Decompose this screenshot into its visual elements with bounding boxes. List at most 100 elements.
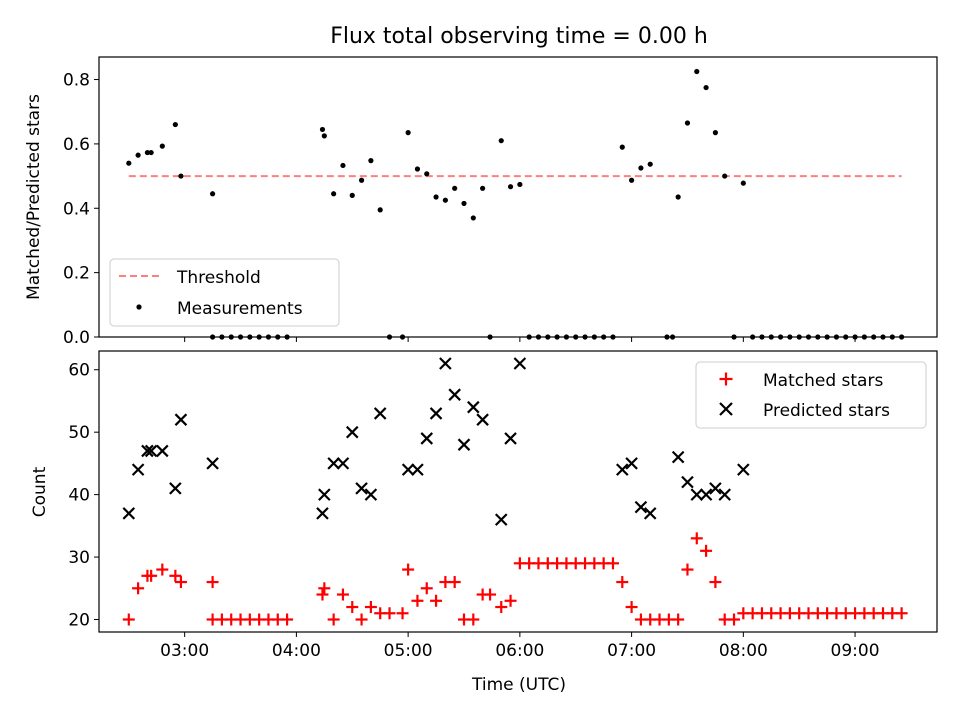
predicted-stars-point [336, 457, 350, 470]
figure-title: Flux total observing time = 0.00 h [330, 24, 708, 49]
predicted-stars-point [131, 463, 145, 476]
predicted-stars-point [373, 407, 387, 420]
predicted-stars-point [643, 507, 657, 520]
predicted-stars-point [718, 488, 731, 501]
measurement-point [712, 130, 718, 136]
matched-stars-point [625, 601, 638, 614]
matched-stars-point [495, 601, 508, 614]
matched-stars-point [709, 576, 722, 589]
ratio-y-tick-label: 0.2 [63, 264, 90, 284]
matched-stars-point [281, 613, 294, 626]
matched-stars-point [402, 563, 415, 576]
matched-stars-point [318, 582, 331, 595]
predicted-stars-point [513, 357, 527, 370]
matched-stars-point [467, 613, 480, 626]
predicted-stars-point [144, 444, 158, 458]
matched-stars-point [122, 613, 135, 626]
predicted-stars-point [616, 463, 629, 476]
predicted-stars-point [156, 444, 169, 458]
matched-stars-point [174, 576, 187, 589]
count-y-axis-label: Count [30, 466, 50, 517]
predicted-stars-point [429, 407, 443, 420]
measurement-point [638, 165, 644, 171]
matched-stars-point [396, 607, 409, 620]
count-x-axis-label: Time (UTC) [471, 675, 566, 695]
count-plot-area [122, 357, 908, 626]
matched-stars-point [336, 588, 349, 601]
predicted-stars-point [420, 432, 434, 445]
measurement-point [368, 158, 374, 164]
matched-stars-point [616, 576, 629, 589]
predicted-stars-point [169, 482, 182, 495]
matched-stars-point [355, 613, 368, 626]
predicted-stars-point [457, 438, 471, 451]
measurement-point [452, 185, 458, 191]
count-y-tick-label: 20 [68, 611, 90, 631]
measurement-point [619, 144, 625, 150]
predicted-stars-point [439, 357, 452, 370]
matched-stars-point [484, 588, 497, 601]
measurement-point [740, 180, 746, 186]
ratio-legend-box [109, 258, 340, 327]
predicted-stars-point [316, 507, 329, 520]
measurement-point [209, 191, 216, 197]
count-y-tick-label: 50 [68, 423, 90, 443]
predicted-stars-point [504, 432, 517, 445]
predicted-stars-point [467, 400, 480, 414]
predicted-stars-point [345, 425, 359, 439]
predicted-stars-point [122, 507, 136, 520]
ratio-axes-frame [98, 56, 938, 338]
measurement-point [470, 215, 476, 221]
count-x-tick-label: 04:00 [272, 641, 321, 661]
measurement-point [480, 185, 486, 191]
measurement-point [461, 200, 467, 207]
count-y-tick-label: 40 [68, 486, 90, 506]
predicted-stars-point [709, 482, 722, 495]
matched-stars-point [169, 569, 182, 582]
matched-stars-point [504, 594, 517, 607]
count-legend: Matched stars Predicted stars [695, 361, 927, 429]
matched-stars-point [327, 613, 340, 626]
matched-stars-point [700, 544, 713, 557]
measurement-point [722, 173, 728, 179]
measurement-point [377, 207, 383, 213]
ratio-legend: Threshold Measurements [109, 258, 340, 327]
matched-stars-point [206, 576, 219, 589]
predicted-stars-point [494, 513, 508, 526]
measurement-point [172, 121, 178, 128]
count-x-tick-label: 07:00 [607, 641, 656, 661]
predicted-stars-point [141, 444, 154, 458]
measurement-point [498, 138, 504, 144]
predicted-stars-point [355, 482, 368, 495]
measurement-point [340, 162, 346, 169]
measurement-point [442, 197, 448, 203]
matched-stars-point [681, 563, 694, 576]
measurement-point [424, 171, 430, 177]
matched-stars-point [364, 601, 377, 614]
predicted-stars-point [318, 488, 331, 501]
count-panel: 03:00 04:00 05:00 06:00 07:00 08:00 09:00 20 30 4… [30, 350, 938, 695]
measurement-point [144, 149, 151, 156]
count-legend-box [695, 361, 927, 429]
measurement-point [358, 177, 365, 183]
count-axes-frame [98, 350, 938, 633]
measurement-point [433, 194, 439, 200]
predicted-stars-point [206, 457, 219, 470]
measurement-point [159, 143, 165, 149]
measurement-point [321, 133, 327, 139]
predicted-stars-point [690, 488, 704, 501]
predicted-stars-point [327, 457, 340, 470]
measurement-point [703, 84, 709, 91]
matched-stars-point [430, 594, 443, 607]
matched-stars-point [420, 582, 433, 595]
legend-predicted-swatch [719, 402, 733, 416]
legend-threshold-label: Threshold [176, 268, 261, 288]
predicted-stars-point [634, 500, 648, 514]
measurement-point [628, 177, 635, 183]
measurement-point [507, 184, 514, 190]
matched-stars-point [145, 569, 158, 582]
count-y-tick-label: 30 [68, 548, 90, 568]
count-x-tick-label: 08:00 [719, 641, 768, 661]
